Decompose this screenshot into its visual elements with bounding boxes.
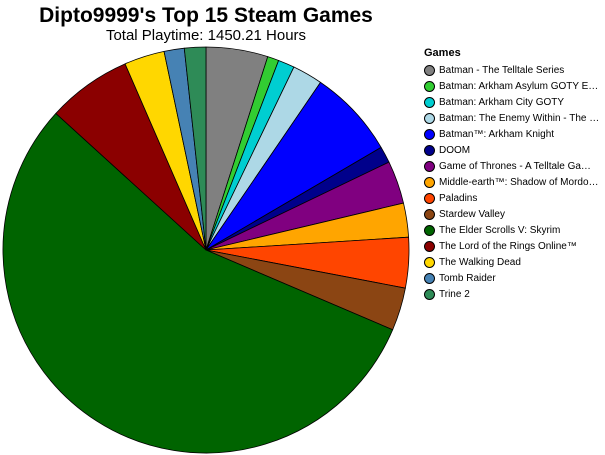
legend-label-14: Trine 2 [439,288,470,300]
legend-label-3: Batman: The Enemy Within - The … [439,112,600,124]
legend-item-1[interactable]: Batman: Arkham Asylum GOTY E… [424,78,605,94]
legend-item-2[interactable]: Batman: Arkham City GOTY [424,94,605,110]
legend-label-8: Paladins [439,192,478,204]
chart-subtitle: Total Playtime: 1450.21 Hours [105,27,307,44]
legend-item-9[interactable]: Stardew Valley [424,206,605,222]
legend-label-12: The Walking Dead [439,256,521,268]
legend-swatch-9 [424,208,435,220]
legend-label-4: Batman™: Arkham Knight [439,128,555,140]
legend-swatch-5 [424,144,435,156]
legend-label-0: Batman - The Telltale Series [439,64,565,76]
chart-legend: Games Batman - The Telltale Series Batman… [424,44,605,302]
legend-title: Games [424,47,461,59]
pie-slice-10[interactable] [2,113,394,454]
legend-item-7[interactable]: Middle-earth™: Shadow of Mordo… [424,174,605,190]
legend-item-0[interactable]: Batman - The Telltale Series [424,62,605,78]
legend-label-11: The Lord of the Rings Online™ [439,240,577,252]
legend-item-12[interactable]: The Walking Dead [424,254,605,270]
chart-title: Dipto9999's Top 15 Steam Games [39,4,373,27]
legend-item-6[interactable]: Game of Thrones - A Telltale Ga… [424,158,605,174]
legend-swatch-6 [424,160,435,172]
legend-item-13[interactable]: Tomb Raider [424,270,605,286]
legend-label-10: The Elder Scrolls V: Skyrim [439,224,561,236]
legend-swatch-11 [424,240,435,252]
legend-swatch-12 [424,256,435,268]
legend-item-14[interactable]: Trine 2 [424,286,605,302]
legend-swatch-3 [424,112,435,124]
legend-swatch-7 [424,176,435,188]
legend-label-9: Stardew Valley [439,208,505,220]
legend-label-5: DOOM [439,144,471,156]
legend-swatch-10 [424,224,435,236]
legend-swatch-0 [424,64,435,76]
legend-items: Batman - The Telltale Series Batman: Arkh… [424,62,605,302]
legend-item-5[interactable]: DOOM [424,142,605,158]
legend-item-11[interactable]: The Lord of the Rings Online™ [424,238,605,254]
legend-label-1: Batman: Arkham Asylum GOTY E… [439,80,599,92]
legend-swatch-13 [424,272,435,284]
legend-swatch-4 [424,128,435,140]
legend-swatch-14 [424,288,435,300]
legend-item-10[interactable]: The Elder Scrolls V: Skyrim [424,222,605,238]
legend-label-7: Middle-earth™: Shadow of Mordo… [439,176,599,188]
legend-label-13: Tomb Raider [439,272,496,284]
pie-slice-14[interactable] [183,46,207,251]
legend-swatch-8 [424,192,435,204]
legend-item-4[interactable]: Batman™: Arkham Knight [424,126,605,142]
legend-item-8[interactable]: Paladins [424,190,605,206]
legend-label-6: Game of Thrones - A Telltale Ga… [439,160,591,172]
legend-swatch-2 [424,96,435,108]
legend-label-2: Batman: Arkham City GOTY [439,96,565,108]
legend-swatch-1 [424,80,435,92]
legend-item-3[interactable]: Batman: The Enemy Within - The … [424,110,605,126]
